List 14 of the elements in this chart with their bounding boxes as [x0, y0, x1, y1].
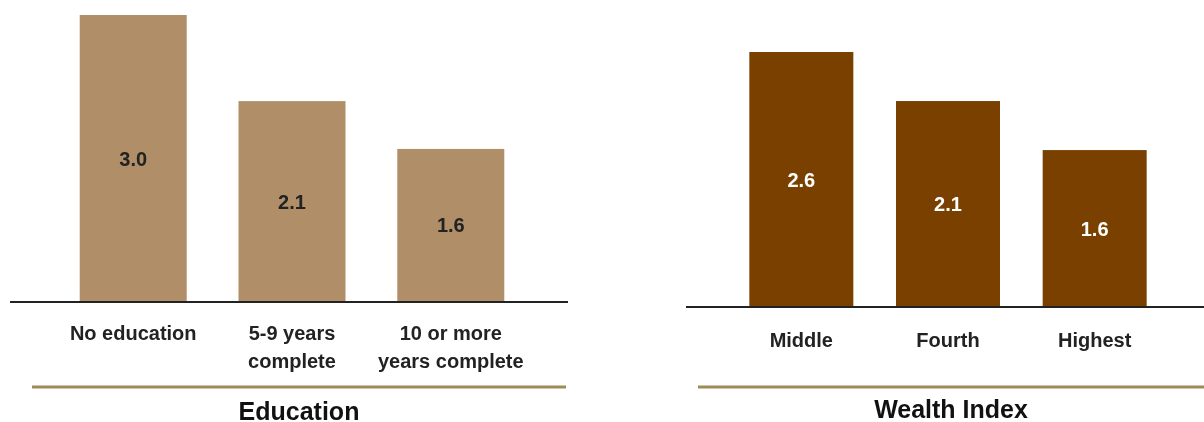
- x-tick-label: 5-9 years complete: [248, 322, 336, 372]
- data-label: 2.1: [278, 190, 306, 213]
- x-tick-label: Fourth: [916, 329, 980, 351]
- x-tick-label: 10 or more years complete: [377, 322, 524, 372]
- data-label: 2.6: [787, 168, 816, 191]
- x-axis-title: Education: [238, 397, 360, 422]
- x-tick-label: Highest: [1057, 329, 1132, 351]
- x-tick-label: Middle: [769, 329, 834, 351]
- data-label: 2.1: [934, 193, 962, 216]
- data-label: 1.6: [436, 214, 465, 237]
- x-tick-label: No education: [69, 322, 197, 344]
- x-axis-title: Wealth Index: [874, 395, 1028, 422]
- data-label: 3.0: [119, 147, 148, 170]
- data-label: 1.6: [1080, 217, 1109, 240]
